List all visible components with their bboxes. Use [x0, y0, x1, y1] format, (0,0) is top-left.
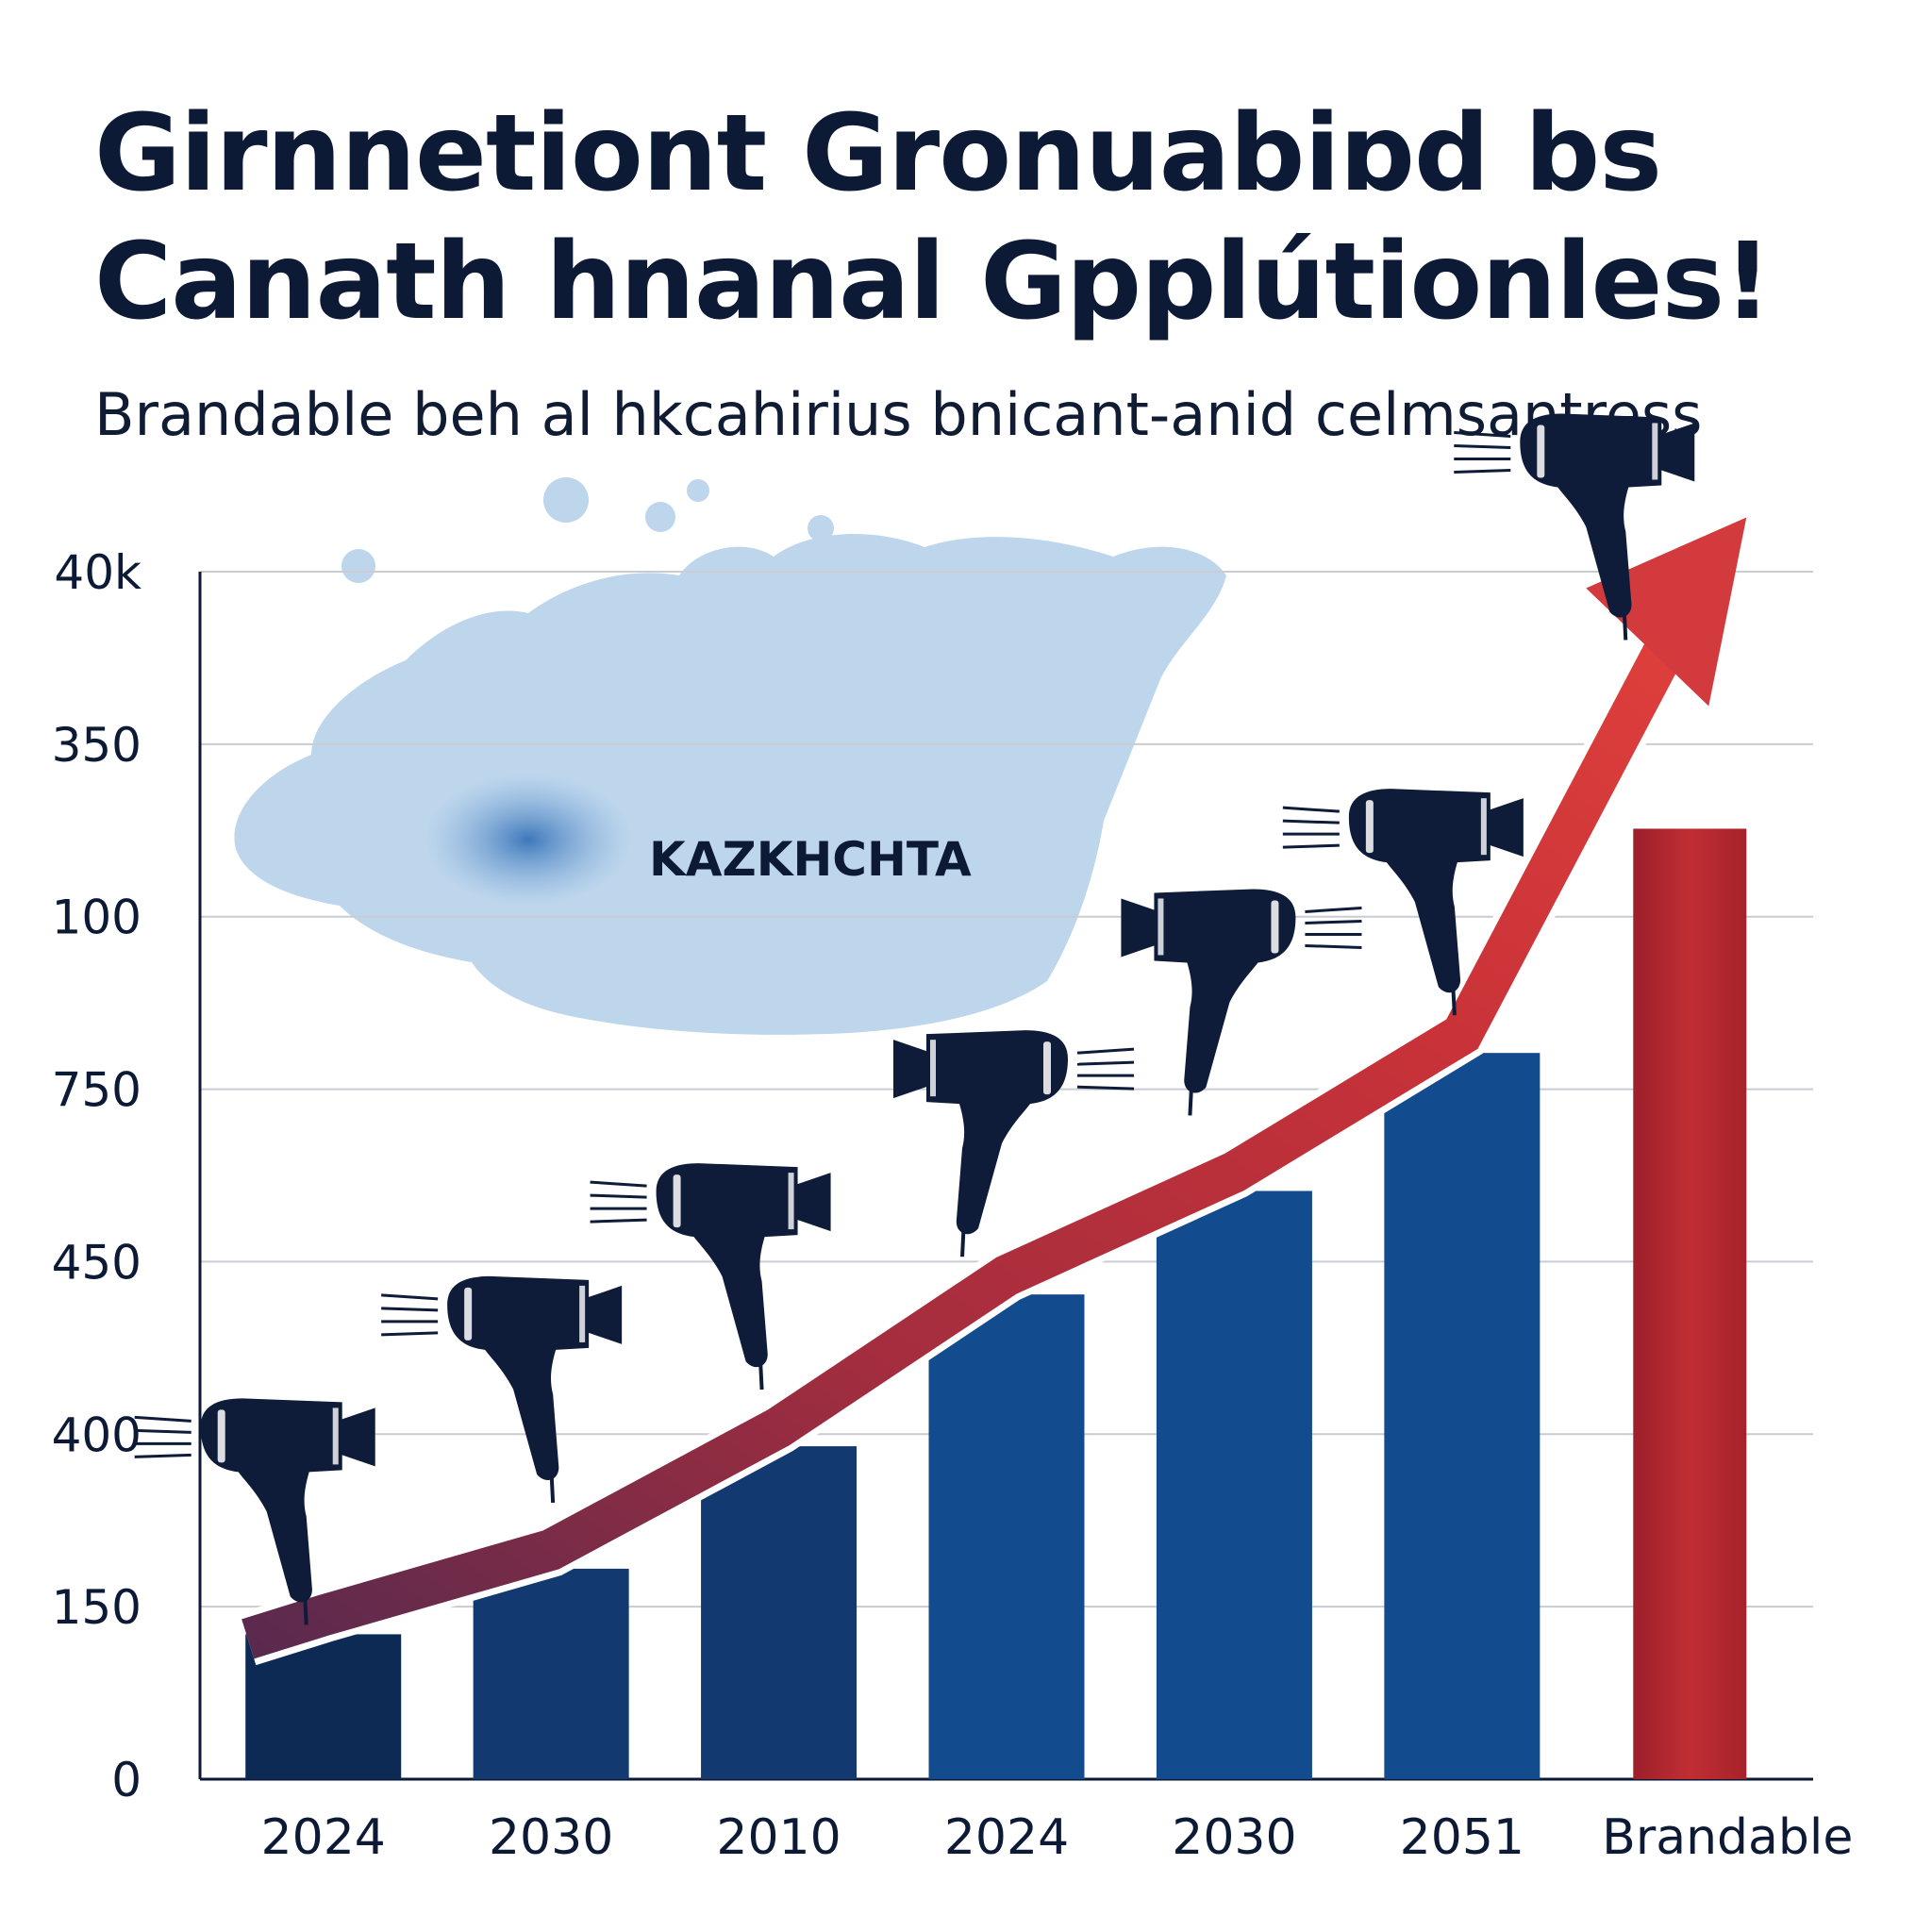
y-tick-label: 150 — [52, 1580, 142, 1635]
air-streak — [134, 1428, 192, 1434]
y-tick-label: 350 — [52, 718, 142, 773]
x-tick-label: 2024 — [944, 1809, 1069, 1866]
x-tick-label: Brandable — [1602, 1809, 1853, 1866]
air-streak — [1454, 468, 1511, 474]
x-tick-label: 2010 — [716, 1809, 841, 1866]
hair-dryer-icon — [134, 1396, 377, 1627]
chart-title: Girnnetiont Gronuabiɒd bs Canath hnanal … — [94, 92, 1772, 343]
trend-arrow-head — [1586, 517, 1747, 707]
air-streak — [381, 1307, 439, 1312]
air-streak — [1282, 843, 1340, 849]
x-tick-label: 2051 — [1400, 1809, 1524, 1866]
map-island — [687, 479, 709, 502]
hair-dryer-icon — [381, 1274, 625, 1505]
bar — [1633, 828, 1747, 1779]
x-tick-label: 2030 — [489, 1809, 613, 1866]
hair-dryer-icon — [1282, 787, 1525, 1018]
bar — [701, 1446, 858, 1779]
air-streak — [1282, 819, 1340, 824]
map-landmass — [234, 534, 1226, 1035]
air-streak — [134, 1453, 192, 1458]
chart-subtitle: Brandable beh al hkcahirius bnicant-anid… — [94, 380, 1703, 449]
air-streak — [381, 1331, 439, 1337]
air-streak — [134, 1415, 192, 1423]
y-tick-label: 100 — [52, 891, 142, 945]
hair-dryer-icon — [590, 1161, 833, 1392]
air-streak — [1076, 1085, 1135, 1091]
y-tick-label: 750 — [52, 1063, 142, 1118]
bar — [1384, 1053, 1541, 1779]
air-streak — [1454, 430, 1511, 438]
bar — [928, 1294, 1085, 1779]
air-streak — [1305, 906, 1362, 913]
hair-dryer-icon — [1119, 887, 1362, 1118]
trend-arrow-shaft — [242, 592, 1708, 1659]
air-streak — [590, 1218, 647, 1224]
air-streak — [1305, 943, 1362, 949]
world-map — [234, 477, 1226, 1035]
bar — [473, 1568, 629, 1779]
y-tick-label: 400 — [52, 1407, 142, 1462]
air-streak — [1454, 443, 1511, 449]
map-island — [341, 549, 375, 583]
map-label: KAZKHCHTA — [649, 832, 972, 887]
map-island — [808, 515, 834, 541]
hair-dryer-icon — [1454, 411, 1697, 642]
air-streak — [590, 1180, 647, 1188]
air-streak — [1305, 919, 1362, 924]
x-tick-label: 2030 — [1172, 1809, 1296, 1866]
map-island — [645, 502, 675, 532]
bar — [1156, 1191, 1312, 1779]
map-island — [977, 543, 1004, 570]
air-streak — [1282, 806, 1340, 813]
y-tick-label: 40k — [54, 545, 142, 600]
air-streak — [1076, 1047, 1135, 1055]
air-streak — [590, 1193, 647, 1199]
map-highlight-region — [425, 774, 632, 906]
air-streak — [1076, 1060, 1135, 1066]
y-tick-label: 450 — [52, 1235, 142, 1290]
map-island — [543, 477, 589, 523]
hair-dryer-icon — [891, 1028, 1135, 1259]
y-tick-label: 0 — [111, 1753, 142, 1807]
air-streak — [381, 1293, 439, 1301]
x-tick-label: 2024 — [261, 1809, 386, 1866]
